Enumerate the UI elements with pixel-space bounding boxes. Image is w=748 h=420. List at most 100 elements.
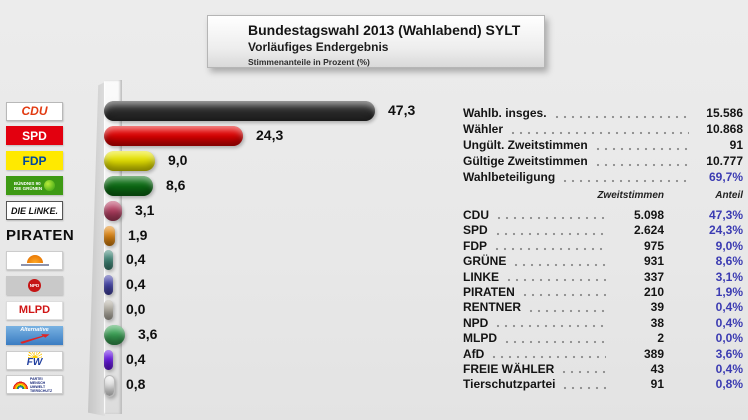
party-logo-npd: NPD [6, 275, 63, 295]
results-table: Zweitstimmen Anteil CDU 5.098 47,3% SPD 2.62… [463, 190, 743, 393]
party-votes: 2.624 [633, 223, 664, 238]
party-votes: 39 [650, 300, 664, 315]
party-name: NPD [463, 315, 489, 330]
party-share: 0,4% [715, 315, 743, 330]
party-logo-afd: Alternative [6, 325, 63, 345]
results-table-body: CDU 5.098 47,3% SPD 2.624 24,3% FDP 975 9,0% GRÜN… [463, 208, 743, 393]
summary-value: 91 [729, 138, 743, 152]
summary-row: Wahlbeteiligung 69,7% [463, 170, 743, 186]
table-row: FDP 975 9,0% [463, 239, 743, 254]
party-name: FREIE WÄHLER [463, 361, 555, 376]
chart-axis-wall-side [88, 82, 105, 416]
party-votes: 389 [643, 346, 664, 361]
summary-row: Ungült. Zweitstimmen 91 [463, 138, 743, 154]
page-title: Bundestagswahl 2013 (Wahlabend) SYLT [248, 22, 521, 38]
party-votes: 337 [643, 269, 664, 284]
party-logo-rentner [6, 250, 63, 270]
party-votes: 975 [643, 238, 664, 253]
rainbow-icon [13, 380, 28, 389]
summary-value: 69,7% [708, 170, 743, 184]
table-row: PIRATEN 210 1,9% [463, 285, 743, 300]
party-logo-mlpd: MLPD [6, 300, 63, 320]
party-share: 9,0% [715, 238, 743, 253]
party-logo-tier: PARTEI MENSCH UMWELT TIERSCHUTZ [6, 375, 63, 395]
bar-value-piraten: 1,9 [128, 226, 148, 243]
party-name: Tierschutzpartei [463, 377, 556, 392]
table-row: GRÜNE 931 8,6% [463, 254, 743, 269]
summary-label: Gültige Zweitstimmen [463, 154, 588, 168]
bar-fw [104, 350, 113, 370]
party-logo-gruene: BÜNDNIS 90 DIE GRÜNEN [6, 176, 63, 196]
party-share: 47,3% [708, 208, 743, 222]
table-row: Tierschutzpartei 91 0,8% [463, 377, 743, 392]
party-share: 8,6% [715, 254, 743, 269]
bar-value-mlpd: 0,0 [126, 301, 146, 318]
bar-value-tier: 0,8 [126, 375, 146, 392]
party-logo-cdu: CDU [6, 101, 63, 121]
bar-mlpd [104, 300, 113, 321]
party-share: 0,0% [715, 331, 743, 346]
table-row: CDU 5.098 47,3% [463, 208, 743, 223]
party-name: CDU [463, 208, 489, 222]
party-votes: 210 [643, 284, 664, 299]
summary-value: 10.777 [706, 154, 743, 168]
party-logo-linke: DIE LiNKE. [6, 201, 63, 221]
party-votes: 38 [650, 315, 664, 330]
table-row: SPD 2.624 24,3% [463, 223, 743, 238]
bar-value-cdu: 47,3 [388, 102, 416, 118]
summary-row: Wahlb. insges. 15.586 [463, 106, 743, 122]
party-share: 24,3% [708, 223, 743, 238]
summary-row: Wähler 10.868 [463, 122, 743, 138]
table-row: AfD 389 3,6% [463, 347, 743, 362]
bar-value-linke: 3,1 [135, 201, 155, 218]
summary-value: 10.868 [706, 122, 743, 136]
party-logo-fdp: FDP [6, 151, 63, 171]
bar-rentner [104, 250, 113, 271]
fw-sun-icon [27, 352, 42, 358]
gruene-sunflower-icon [44, 180, 56, 192]
party-share: 3,1% [715, 269, 743, 284]
results-table-header: Zweitstimmen Anteil [463, 190, 743, 204]
party-name: RENTNER [463, 300, 522, 315]
table-row: MLPD 2 0,0% [463, 331, 743, 346]
bar-linke [104, 200, 122, 221]
summary-row: Gültige Zweitstimmen 10.777 [463, 154, 743, 170]
page-subtitle: Vorläufiges Endergebnis [248, 39, 389, 54]
party-share: 0,4% [715, 361, 743, 376]
npd-circle-icon: NPD [28, 278, 41, 292]
table-row: RENTNER 39 0,4% [463, 300, 743, 315]
table-row: FREIE WÄHLER 43 0,4% [463, 362, 743, 377]
bar-value-fdp: 9,0 [168, 151, 188, 168]
party-share: 1,9% [715, 284, 743, 299]
afd-arrow-icon [19, 333, 50, 344]
bar-piraten [104, 225, 115, 246]
summary-label: Wahlbeteiligung [463, 170, 556, 184]
bar-npd [104, 275, 113, 296]
party-name: SPD [463, 223, 488, 238]
bar-value-spd: 24,3 [256, 126, 284, 143]
page-note: Stimmenanteile in Prozent (%) [248, 57, 370, 68]
summary-label: Wahlb. insges. [463, 106, 547, 120]
party-votes: 2 [657, 331, 664, 346]
bar-tier [104, 374, 115, 397]
summary-label: Ungült. Zweitstimmen [463, 138, 588, 152]
title-box: Bundestagswahl 2013 (Wahlabend) SYLT Vor… [207, 15, 545, 68]
party-share: 0,8% [715, 377, 743, 392]
bar-gruene [104, 175, 153, 196]
party-name: AfD [463, 346, 485, 361]
bar-value-afd: 3,6 [138, 326, 158, 343]
bar-value-fw: 0,4 [126, 351, 146, 367]
bar-spd [104, 125, 243, 146]
party-share: 3,6% [715, 346, 743, 361]
bar-value-gruene: 8,6 [166, 176, 186, 193]
summary-stats: Wahlb. insges. 15.586 Wähler 10.868 Ungült. … [463, 106, 743, 186]
party-name: FDP [463, 238, 487, 253]
table-row: NPD 38 0,4% [463, 316, 743, 331]
bar-value-npd: 0,4 [126, 276, 146, 293]
bar-value-rentner: 0,4 [126, 251, 146, 268]
summary-value: 15.586 [706, 106, 743, 120]
votes-column-header: Zweitstimmen [597, 190, 664, 201]
party-votes: 5.098 [633, 208, 664, 222]
bar-afd [104, 325, 125, 346]
